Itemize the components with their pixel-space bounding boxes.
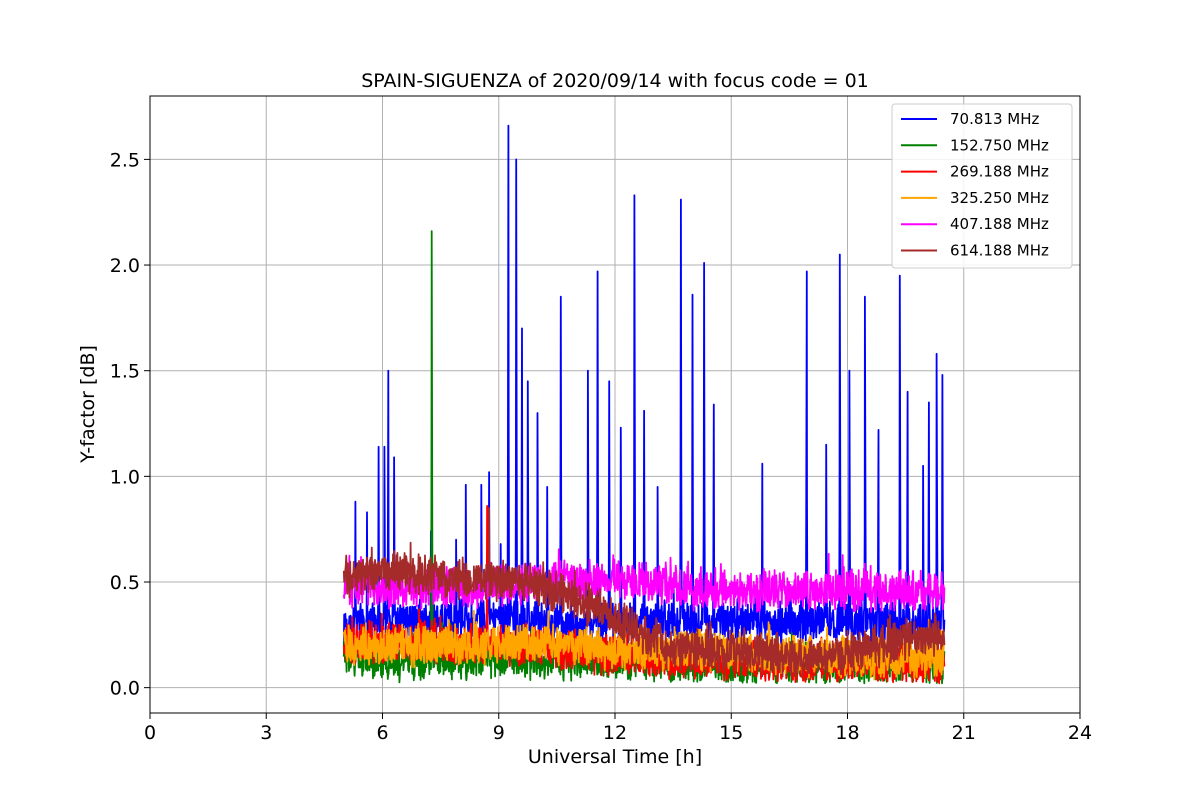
series-line — [342, 609, 946, 681]
series-line — [342, 507, 946, 678]
y-axis-label: Y-factor [dB] — [77, 345, 99, 464]
y-tick-label: 1.5 — [110, 361, 140, 383]
x-tick-label: 12 — [603, 722, 627, 744]
legend: 70.813 MHz 152.750 MHz 269.188 MHz 325.250 … — [891, 103, 1073, 269]
legend-label: 70.813 MHz — [950, 110, 1039, 128]
x-tick-label: 21 — [952, 722, 976, 744]
y-tick-label: 2.0 — [110, 255, 140, 277]
x-axis: 0 3 6 9 12 15 18 21 24 — [144, 713, 1092, 744]
legend-label: 152.750 MHz — [950, 136, 1049, 154]
legend-label: 614.188 MHz — [950, 242, 1049, 260]
x-axis-label: Universal Time [h] — [528, 746, 702, 768]
y-tick-label: 0.0 — [110, 678, 140, 700]
legend-label: 325.250 MHz — [950, 189, 1049, 207]
y-axis: 0.0 0.5 1.0 1.5 2.0 2.5 — [110, 149, 150, 700]
legend-label: 269.188 MHz — [950, 163, 1049, 181]
x-tick-label: 24 — [1068, 722, 1092, 744]
x-tick-label: 3 — [260, 722, 272, 744]
y-tick-label: 1.0 — [110, 466, 140, 488]
y-tick-label: 0.5 — [110, 572, 140, 594]
x-tick-label: 6 — [376, 722, 388, 744]
series-layer — [342, 124, 946, 685]
chart-title: SPAIN-SIGUENZA of 2020/09/14 with focus … — [361, 70, 869, 92]
x-tick-label: 18 — [835, 722, 859, 744]
x-tick-label: 0 — [144, 722, 156, 744]
legend-label: 407.188 MHz — [950, 215, 1049, 233]
x-tick-label: 15 — [719, 722, 743, 744]
y-tick-label: 2.5 — [110, 149, 140, 171]
x-tick-label: 9 — [493, 722, 505, 744]
